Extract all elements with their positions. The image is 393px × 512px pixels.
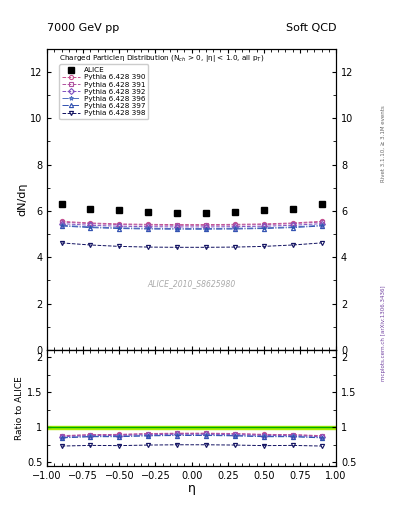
Pythia 6.428 398 — [290, 242, 295, 248]
Pythia 6.428 390 — [175, 222, 180, 228]
Line: Pythia 6.428 391: Pythia 6.428 391 — [59, 220, 324, 227]
ALICE — [204, 210, 208, 216]
Pythia 6.428 392 — [117, 223, 122, 229]
Y-axis label: Ratio to ALICE: Ratio to ALICE — [15, 376, 24, 440]
Pythia 6.428 391 — [261, 222, 266, 228]
ALICE — [146, 209, 151, 215]
Pythia 6.428 390 — [88, 220, 93, 226]
Pythia 6.428 392 — [261, 223, 266, 229]
Pythia 6.428 390 — [233, 221, 237, 227]
Pythia 6.428 396 — [233, 225, 237, 231]
Pythia 6.428 390 — [59, 218, 64, 224]
Pythia 6.428 398 — [175, 244, 180, 250]
Text: ALICE_2010_S8625980: ALICE_2010_S8625980 — [147, 279, 236, 288]
Pythia 6.428 398 — [146, 244, 151, 250]
Pythia 6.428 396 — [59, 222, 64, 228]
Pythia 6.428 397 — [88, 225, 93, 231]
ALICE — [290, 205, 295, 211]
Pythia 6.428 392 — [88, 222, 93, 228]
Bar — [47, 425, 336, 429]
Pythia 6.428 397 — [204, 226, 208, 232]
Pythia 6.428 390 — [204, 222, 208, 228]
Pythia 6.428 390 — [117, 221, 122, 227]
Y-axis label: dN/dη: dN/dη — [17, 183, 27, 216]
Line: Pythia 6.428 397: Pythia 6.428 397 — [59, 224, 324, 231]
Pythia 6.428 391 — [117, 222, 122, 228]
Pythia 6.428 391 — [233, 222, 237, 228]
Pythia 6.428 398 — [261, 243, 266, 249]
Line: Pythia 6.428 396: Pythia 6.428 396 — [59, 223, 324, 230]
Text: Soft QCD: Soft QCD — [286, 23, 336, 33]
Pythia 6.428 397 — [146, 226, 151, 232]
Pythia 6.428 397 — [319, 223, 324, 229]
ALICE — [319, 201, 324, 207]
Pythia 6.428 397 — [175, 226, 180, 232]
Pythia 6.428 391 — [290, 221, 295, 227]
Pythia 6.428 396 — [88, 224, 93, 230]
Line: Pythia 6.428 392: Pythia 6.428 392 — [59, 222, 324, 229]
Pythia 6.428 392 — [319, 221, 324, 227]
Pythia 6.428 397 — [59, 223, 64, 229]
X-axis label: η: η — [187, 482, 196, 495]
ALICE — [88, 205, 93, 211]
Pythia 6.428 396 — [117, 225, 122, 231]
Text: Rivet 3.1.10, ≥ 3.1M events: Rivet 3.1.10, ≥ 3.1M events — [381, 105, 386, 182]
Line: ALICE: ALICE — [59, 201, 325, 217]
Pythia 6.428 392 — [146, 224, 151, 230]
ALICE — [233, 209, 237, 215]
Pythia 6.428 396 — [319, 222, 324, 228]
ALICE — [261, 207, 266, 213]
Pythia 6.428 396 — [290, 224, 295, 230]
Pythia 6.428 398 — [319, 240, 324, 246]
Pythia 6.428 392 — [290, 222, 295, 228]
ALICE — [59, 201, 64, 207]
Pythia 6.428 398 — [204, 244, 208, 250]
Pythia 6.428 391 — [59, 219, 64, 225]
Pythia 6.428 396 — [146, 225, 151, 231]
Pythia 6.428 392 — [204, 224, 208, 230]
Pythia 6.428 391 — [88, 221, 93, 227]
Pythia 6.428 396 — [261, 225, 266, 231]
Line: Pythia 6.428 390: Pythia 6.428 390 — [59, 219, 324, 227]
Pythia 6.428 397 — [261, 225, 266, 231]
Pythia 6.428 392 — [175, 224, 180, 230]
ALICE — [175, 210, 180, 216]
Pythia 6.428 390 — [261, 221, 266, 227]
Pythia 6.428 390 — [290, 220, 295, 226]
Pythia 6.428 392 — [59, 221, 64, 227]
Pythia 6.428 398 — [233, 244, 237, 250]
Line: Pythia 6.428 398: Pythia 6.428 398 — [59, 241, 324, 249]
Pythia 6.428 391 — [146, 222, 151, 228]
Pythia 6.428 398 — [88, 242, 93, 248]
Pythia 6.428 398 — [59, 240, 64, 246]
Text: Charged Particleη Distribution (N$_{ch}$ > 0, |η| < 1.0, all p$_{T}$): Charged Particleη Distribution (N$_{ch}$… — [59, 53, 264, 64]
Pythia 6.428 390 — [146, 221, 151, 227]
Text: 7000 GeV pp: 7000 GeV pp — [47, 23, 119, 33]
Pythia 6.428 397 — [117, 225, 122, 231]
Pythia 6.428 391 — [204, 222, 208, 228]
Pythia 6.428 397 — [290, 225, 295, 231]
Pythia 6.428 391 — [175, 222, 180, 228]
Pythia 6.428 396 — [204, 225, 208, 231]
Pythia 6.428 390 — [319, 218, 324, 224]
Pythia 6.428 392 — [233, 224, 237, 230]
Pythia 6.428 397 — [233, 226, 237, 232]
Text: mcplots.cern.ch [arXiv:1306.3436]: mcplots.cern.ch [arXiv:1306.3436] — [381, 285, 386, 380]
Pythia 6.428 396 — [175, 225, 180, 231]
Legend: ALICE, Pythia 6.428 390, Pythia 6.428 391, Pythia 6.428 392, Pythia 6.428 396, P: ALICE, Pythia 6.428 390, Pythia 6.428 39… — [59, 65, 149, 119]
ALICE — [117, 207, 122, 213]
Pythia 6.428 398 — [117, 243, 122, 249]
Pythia 6.428 391 — [319, 219, 324, 225]
